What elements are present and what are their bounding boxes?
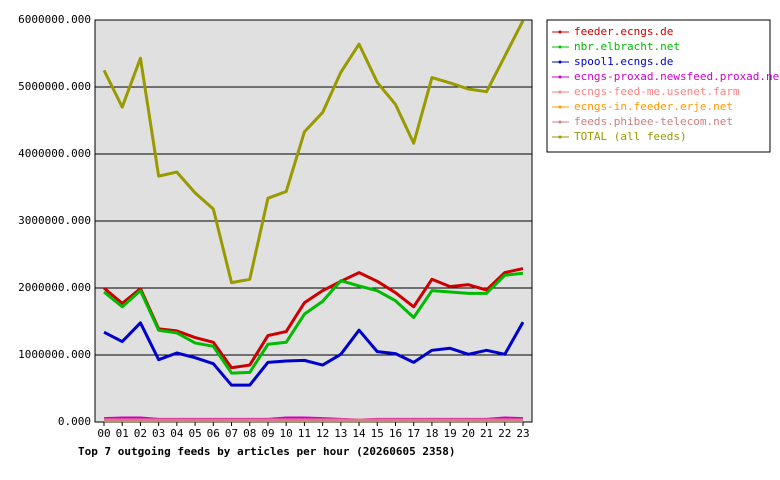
y-tick-label: 4000000.000 xyxy=(18,147,91,160)
x-tick-label: 14 xyxy=(352,427,366,440)
series-line xyxy=(102,19,525,285)
x-tick-label: 05 xyxy=(188,427,201,440)
series-line xyxy=(103,267,524,370)
x-tick-label: 23 xyxy=(516,427,529,440)
legend-marker xyxy=(558,90,562,94)
legend-marker xyxy=(558,105,562,109)
legend-label: ecngs-proxad.newsfeed.proxad.net xyxy=(574,70,780,83)
x-tick-label: 08 xyxy=(243,427,256,440)
x-tick-label: 18 xyxy=(425,427,438,440)
x-tick-label: 01 xyxy=(116,427,129,440)
x-tick-label: 21 xyxy=(480,427,493,440)
legend-box xyxy=(546,19,771,153)
legend-label: feeds.phibee-telecom.net xyxy=(574,115,733,128)
y-tick-label: 0.000 xyxy=(58,415,91,428)
legend-label: TOTAL (all feeds) xyxy=(574,130,687,143)
y-tick-label: 1000000.000 xyxy=(18,348,91,361)
y-tick-label: 2000000.000 xyxy=(18,281,91,294)
y-tick-label: 6000000.000 xyxy=(18,13,91,26)
x-tick-label: 10 xyxy=(280,427,293,440)
x-tick-label: 20 xyxy=(462,427,475,440)
legend-label: spool1.ecngs.de xyxy=(574,55,673,68)
x-tick-label: 15 xyxy=(371,427,384,440)
legend-label: ecngs-in.feeder.erje.net xyxy=(574,100,733,113)
series-line xyxy=(103,321,525,387)
legend-label: feeder.ecngs.de xyxy=(574,25,673,38)
legend-marker xyxy=(558,120,562,124)
x-tick-label: 13 xyxy=(334,427,347,440)
legend-marker xyxy=(558,75,562,79)
x-tick-label: 09 xyxy=(261,427,274,440)
y-tick-label: 5000000.000 xyxy=(18,80,91,93)
x-tick-label: 12 xyxy=(316,427,329,440)
chart-title: Top 7 outgoing feeds by articles per hou… xyxy=(78,445,456,458)
x-tick-label: 19 xyxy=(444,427,457,440)
legend-marker xyxy=(558,60,562,64)
x-tick-label: 11 xyxy=(298,427,311,440)
x-tick-label: 07 xyxy=(225,427,238,440)
legend-marker xyxy=(558,135,562,139)
x-tick-label: 00 xyxy=(97,427,110,440)
x-tick-label: 16 xyxy=(389,427,402,440)
legend-label: nbr.elbracht.net xyxy=(574,40,680,53)
legend-label: ecngs-feed-me.usenet.farm xyxy=(574,85,740,98)
legend-marker xyxy=(558,30,562,34)
series-line xyxy=(103,271,524,375)
legend-marker xyxy=(558,45,562,49)
x-tick-label: 06 xyxy=(207,427,220,440)
x-tick-label: 04 xyxy=(170,427,184,440)
y-tick-label: 3000000.000 xyxy=(18,214,91,227)
x-tick-label: 02 xyxy=(134,427,147,440)
x-tick-label: 03 xyxy=(152,427,165,440)
x-tick-label: 17 xyxy=(407,427,420,440)
x-tick-label: 22 xyxy=(498,427,511,440)
